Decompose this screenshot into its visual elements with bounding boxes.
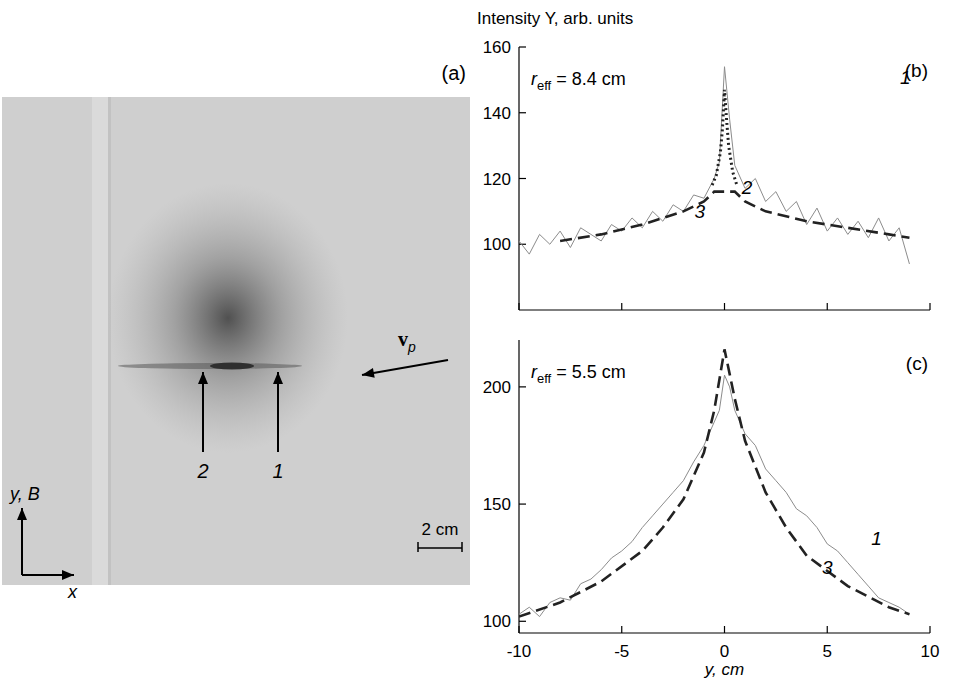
y-tick: [519, 386, 526, 387]
series-line: [519, 375, 909, 616]
x-tick-label: -10: [507, 642, 532, 661]
panel-label: (c): [906, 353, 928, 374]
y-tick: [519, 178, 526, 179]
x-tick: [621, 626, 622, 633]
x-tick: [827, 303, 828, 310]
x-tick: [724, 303, 725, 310]
axis-icon-x-label: x: [67, 582, 78, 602]
marker-label: 2: [196, 460, 208, 482]
series-label: 2: [741, 177, 753, 198]
y-tick-label: 100: [483, 612, 511, 631]
scale-bar: [461, 542, 463, 552]
y-tick-label: 100: [483, 235, 511, 254]
x-tick: [724, 626, 725, 633]
velocity-subscript: p: [407, 339, 416, 355]
annotation-text: = 8.4 cm: [551, 69, 626, 89]
annotation-subscript: eff: [537, 78, 552, 93]
chart: -10 -5 0 5 10 100 150 200 1 3 (c) reff = 5.5 cm y, c…: [483, 340, 940, 679]
series-label: 1: [871, 528, 882, 549]
image-streak-core: [210, 363, 254, 370]
y-axis: [518, 340, 519, 633]
image-background: [2, 97, 470, 585]
plot-area: [519, 349, 909, 616]
x-tick: [827, 626, 828, 633]
y-tick-label: 160: [483, 38, 511, 57]
series-line: [519, 349, 909, 616]
axis-icon-y-label: y, B: [8, 484, 40, 504]
marker-label: 1: [272, 460, 283, 482]
y-tick-label: 120: [483, 170, 511, 189]
marker-arrow-head: [198, 372, 208, 384]
x-tick: [518, 626, 519, 633]
image-band: [92, 97, 108, 585]
x-tick-label: 0: [720, 642, 729, 661]
series-line: [712, 90, 737, 185]
plot-area: [519, 67, 909, 264]
y-tick-label: 200: [483, 378, 511, 397]
annotation: reff = 8.4 cm: [531, 69, 626, 93]
panel-a: 1 2 vp y, B x 2 cm: [2, 97, 470, 602]
scale-bar: [417, 542, 419, 552]
series-label: 3: [822, 557, 833, 578]
image-blob: [108, 183, 348, 453]
axis-icon-x-head: [62, 570, 74, 580]
annotation: reff = 5.5 cm: [531, 362, 626, 386]
series-label: 3: [695, 201, 706, 222]
velocity-arrow: [362, 360, 448, 375]
velocity-symbol: v: [398, 328, 408, 350]
y-tick: [519, 112, 526, 113]
x-tick-label: -5: [614, 642, 629, 661]
scale-bar-label: 2 cm: [422, 520, 459, 539]
y-tick-label: 150: [483, 495, 511, 514]
x-tick-label: 10: [921, 642, 940, 661]
marker-arrow-head: [273, 372, 283, 384]
x-tick: [929, 626, 930, 633]
y-tick-label: 140: [483, 104, 511, 123]
scale-bar: [418, 547, 462, 549]
panel-label: (b): [905, 60, 928, 81]
series-line: [560, 192, 909, 241]
annotation-text: = 5.5 cm: [551, 362, 626, 382]
y-tick: [519, 46, 526, 47]
series-line: [519, 67, 909, 264]
y-tick: [519, 621, 526, 622]
chart: 100120140160123(b)reff = 8.4 cmIntensity…: [477, 9, 930, 310]
velocity-label: vp: [398, 328, 416, 355]
y-axis-title: Intensity Y, arb. units: [477, 9, 633, 28]
x-tick: [518, 303, 519, 310]
x-axis-title: y, cm: [704, 660, 744, 679]
annotation-subscript: eff: [537, 371, 552, 386]
velocity-arrow-head: [362, 368, 375, 378]
x-tick: [929, 303, 930, 310]
figure: 12vpy, Bx2 cm(a)100120140160123(b)reff =…: [0, 0, 959, 679]
x-tick-label: 5: [823, 642, 832, 661]
panel-label: (a): [442, 62, 466, 84]
image-streak: [118, 363, 302, 369]
y-tick: [519, 503, 526, 504]
axis-icon-y-head: [17, 508, 27, 520]
x-tick: [621, 303, 622, 310]
